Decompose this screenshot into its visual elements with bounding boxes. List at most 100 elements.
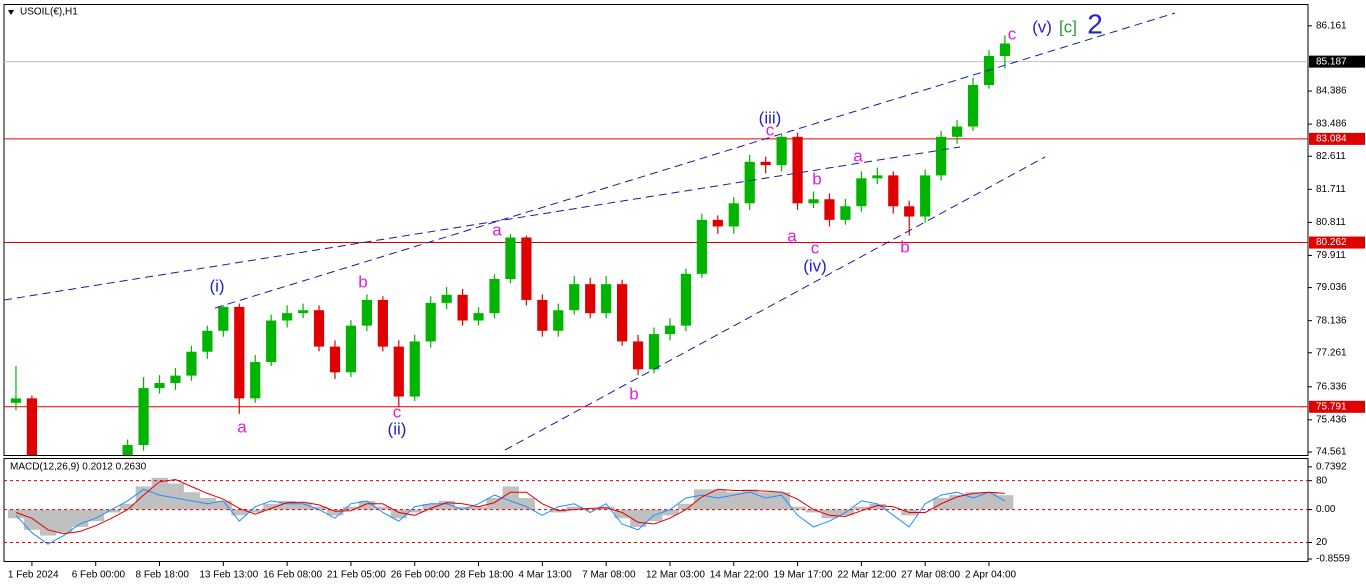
candle-body	[505, 237, 516, 279]
candle-body	[792, 136, 803, 204]
macd-y-tick-label: 80	[1316, 475, 1328, 486]
macd-histogram-bar	[103, 509, 121, 513]
macd-histogram-bar	[263, 503, 280, 510]
candle-body	[616, 284, 628, 342]
candle-body	[202, 330, 213, 352]
macd-histogram-bar	[151, 477, 168, 510]
candle-body	[425, 302, 436, 342]
macd-histogram-bar	[422, 503, 440, 510]
x-tick-label: 19 Mar 17:00	[774, 570, 833, 581]
level-label: 75.791	[1316, 401, 1347, 412]
macd-histogram-bar	[39, 509, 57, 536]
macd-histogram-bar	[295, 502, 312, 510]
macd-histogram-bar	[789, 506, 807, 510]
macd-histogram-bar	[23, 509, 41, 530]
candle-body	[601, 284, 612, 314]
candle-body	[10, 398, 22, 403]
macd-histogram-bar	[773, 492, 791, 510]
x-tick-label: 28 Feb 18:00	[455, 570, 514, 581]
candle-body	[888, 175, 899, 207]
wave-label: a	[237, 417, 247, 436]
current-price-box	[1309, 55, 1365, 68]
main-panel	[4, 35, 1308, 455]
candle-body	[122, 445, 133, 455]
macd-histogram-bar	[374, 506, 392, 510]
candle-body	[170, 375, 181, 383]
macd-histogram-bar	[231, 509, 248, 516]
macd-histogram-bar	[247, 509, 264, 513]
candle-body	[473, 313, 484, 321]
candle-body	[345, 325, 357, 373]
wave-label: 2	[1087, 8, 1103, 39]
macd-histogram-bar	[119, 503, 137, 510]
x-tick-label: 2 Apr 04:00	[965, 570, 1017, 581]
level-label-box	[1309, 132, 1365, 145]
y-tick-label: 77.261	[1316, 347, 1347, 358]
overlay: 86.161 84.386 83.486 82.611 81.711 80.811 79.9…	[8, 8, 1365, 581]
wave-label: (ii)	[388, 419, 407, 438]
candle-body	[569, 284, 580, 311]
candle-body	[712, 219, 723, 227]
wave-label: a	[492, 220, 502, 239]
wave-label: (v)	[1032, 17, 1052, 36]
menu-arrow	[8, 10, 14, 15]
candle-body	[936, 136, 947, 176]
macd-histogram-bar	[709, 489, 727, 510]
macd-histogram-bar	[518, 498, 535, 510]
y-tick-label: 74.561	[1316, 447, 1347, 458]
wave-label: (iii)	[759, 108, 782, 127]
y-tick-label: 80.811	[1316, 217, 1346, 228]
wave-label: a	[853, 146, 863, 165]
candle-body	[951, 126, 963, 137]
macd-histogram-bar	[390, 509, 408, 519]
macd-histogram-bar	[7, 509, 25, 519]
candle-body	[409, 341, 420, 397]
candle-body	[329, 346, 341, 373]
macd-y-tick-label: 0.7392	[1316, 461, 1347, 472]
macd-histogram-bar	[853, 506, 870, 510]
macd-histogram-bar	[821, 509, 838, 519]
wave-label: b	[629, 384, 638, 403]
x-tick-label: 27 Mar 08:00	[901, 570, 960, 581]
candle-body	[840, 206, 851, 220]
macd-histogram-bar	[677, 503, 695, 510]
macd-oscillator-line	[15, 488, 1006, 545]
candle-body	[313, 310, 325, 347]
candle-body	[967, 85, 979, 127]
wave-label: [c]	[1059, 17, 1077, 36]
macd-signal-line	[15, 478, 1005, 535]
x-tick-label: 12 Mar 03:00	[646, 570, 705, 581]
x-tick-label: 1 Feb 2024	[8, 570, 59, 581]
macd-histogram-bar	[566, 506, 583, 510]
x-tick-label: 22 Mar 12:00	[837, 570, 896, 581]
y-tick-label: 84.386	[1316, 86, 1347, 97]
macd-histogram-bar	[342, 506, 360, 510]
x-tick-label: 16 Feb 08:00	[263, 570, 322, 581]
macd-title: MACD(12,26,9) 0.2012 0.2630	[10, 462, 147, 473]
y-tick-label: 79.036	[1316, 282, 1347, 293]
macd-histogram-bar	[167, 483, 184, 510]
macd-histogram-bar	[693, 489, 711, 510]
macd-y-tick-label: -0.8559	[1316, 554, 1350, 565]
candle-body	[282, 313, 293, 321]
candle-body	[361, 299, 372, 326]
macd-histogram-bar	[279, 500, 296, 510]
level-label-box	[1309, 400, 1365, 413]
level-label: 80.262	[1316, 237, 1347, 248]
macd-histogram-bar	[215, 500, 232, 510]
y-tick-label: 83.486	[1316, 119, 1347, 130]
macd-histogram-bar	[327, 509, 344, 516]
wave-label: (iv)	[803, 256, 827, 275]
y-tick-label: 86.161	[1316, 20, 1347, 31]
macd-y-tick-label: 20	[1316, 537, 1328, 548]
candle-body	[808, 199, 819, 204]
candle-body	[521, 237, 532, 300]
macd-histogram-bar	[661, 509, 679, 516]
macd-histogram-bar	[311, 506, 328, 510]
wave-label: b	[812, 169, 821, 188]
candle-body	[553, 310, 564, 331]
candle-body	[872, 175, 883, 179]
candle-body	[26, 398, 38, 455]
y-tick-label: 75.436	[1316, 414, 1347, 425]
